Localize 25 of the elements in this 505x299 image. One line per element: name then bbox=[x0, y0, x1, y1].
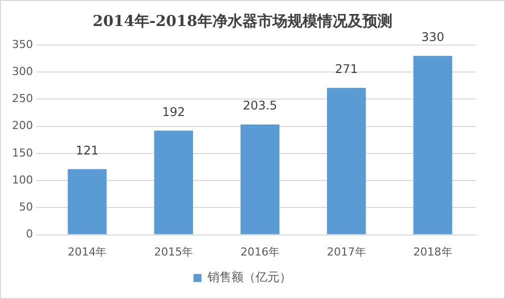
chart-title: 2014年-2018年净水器市场规模情况及预测 bbox=[92, 12, 392, 30]
y-tick-label: 200 bbox=[12, 119, 33, 132]
x-tick-label: 2015年 bbox=[154, 245, 194, 258]
bar bbox=[326, 88, 366, 234]
x-tick-label: 2016年 bbox=[240, 245, 280, 258]
y-tick-label: 250 bbox=[12, 92, 33, 106]
y-tick-label: 350 bbox=[12, 38, 33, 51]
data-label: 121 bbox=[76, 143, 99, 158]
bar bbox=[413, 56, 452, 234]
bar bbox=[68, 169, 107, 234]
y-tick-label: 100 bbox=[12, 173, 33, 186]
legend-label: 销售额（亿元） bbox=[206, 270, 292, 284]
data-label: 271 bbox=[334, 62, 358, 76]
bar bbox=[154, 130, 194, 234]
y-tick-label: 0 bbox=[26, 228, 33, 241]
data-label: 330 bbox=[421, 30, 444, 44]
data-label: 192 bbox=[162, 104, 186, 119]
x-tick-label: 2017年 bbox=[326, 245, 366, 258]
bar bbox=[240, 124, 280, 234]
data-label: 203.5 bbox=[242, 98, 278, 113]
x-tick-label: 2018年 bbox=[413, 245, 452, 258]
y-tick-label: 50 bbox=[18, 200, 33, 214]
y-tick-label: 150 bbox=[12, 146, 33, 160]
y-tick-label: 300 bbox=[12, 64, 33, 78]
x-tick-label: 2014年 bbox=[68, 245, 107, 258]
